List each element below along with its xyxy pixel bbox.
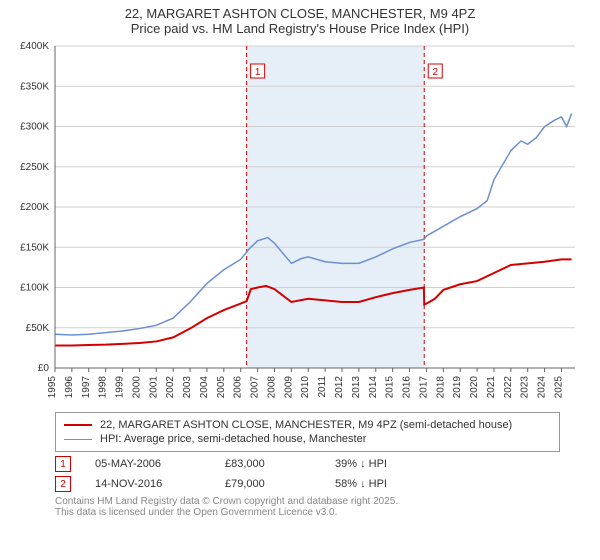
legend-label: 22, MARGARET ASHTON CLOSE, MANCHESTER, M… xyxy=(100,419,512,431)
svg-text:1996: 1996 xyxy=(64,376,75,399)
svg-text:2: 2 xyxy=(432,67,438,78)
svg-text:2007: 2007 xyxy=(250,376,261,399)
svg-text:£200K: £200K xyxy=(20,202,49,213)
title-address: 22, MARGARET ASHTON CLOSE, MANCHESTER, M… xyxy=(10,6,590,21)
svg-text:£100K: £100K xyxy=(20,283,49,294)
legend-swatch xyxy=(64,424,92,426)
transaction-row: 2 14-NOV-2016£79,00058% ↓ HPI xyxy=(55,476,560,492)
svg-text:£0: £0 xyxy=(38,363,50,374)
transaction-date: 05-MAY-2006 xyxy=(95,458,225,470)
svg-text:2003: 2003 xyxy=(182,376,193,399)
svg-text:2011: 2011 xyxy=(317,376,328,398)
line-chart: £0 £50K £100K £150K £200K £250K £300K £350K £400… xyxy=(0,38,600,408)
svg-text:2023: 2023 xyxy=(520,376,531,399)
svg-text:1999: 1999 xyxy=(115,376,126,399)
svg-text:£150K: £150K xyxy=(20,242,49,253)
legend-swatch xyxy=(64,439,92,440)
legend-item: 22, MARGARET ASHTON CLOSE, MANCHESTER, M… xyxy=(64,419,551,431)
svg-text:2010: 2010 xyxy=(300,376,311,399)
svg-text:2004: 2004 xyxy=(199,376,210,399)
transaction-date: 14-NOV-2016 xyxy=(95,478,225,490)
chart-container: 22, MARGARET ASHTON CLOSE, MANCHESTER, M… xyxy=(0,0,600,518)
svg-text:2021: 2021 xyxy=(486,376,497,399)
svg-text:2002: 2002 xyxy=(165,376,176,399)
transaction-marker: 1 xyxy=(55,456,71,472)
svg-text:2005: 2005 xyxy=(216,376,227,399)
svg-text:£250K: £250K xyxy=(20,162,49,173)
svg-text:2001: 2001 xyxy=(148,376,159,399)
legend-item: HPI: Average price, semi-detached house,… xyxy=(64,433,551,445)
title-block: 22, MARGARET ASHTON CLOSE, MANCHESTER, M… xyxy=(0,0,600,38)
svg-text:2008: 2008 xyxy=(266,376,277,399)
svg-text:£350K: £350K xyxy=(20,81,49,92)
attribution-line2: This data is licensed under the Open Gov… xyxy=(55,507,560,518)
svg-text:£50K: £50K xyxy=(26,323,50,334)
svg-text:2012: 2012 xyxy=(334,376,345,399)
attribution-line1: Contains HM Land Registry data © Crown c… xyxy=(55,496,560,507)
svg-text:2009: 2009 xyxy=(283,376,294,399)
svg-text:£400K: £400K xyxy=(20,41,49,52)
svg-text:2006: 2006 xyxy=(233,376,244,399)
svg-text:2019: 2019 xyxy=(452,376,463,399)
svg-text:2015: 2015 xyxy=(385,376,396,399)
transactions-table: 1 05-MAY-2006£83,00039% ↓ HPI 2 14-NOV-2016… xyxy=(55,456,560,492)
svg-text:1998: 1998 xyxy=(98,376,109,399)
svg-text:1: 1 xyxy=(255,67,261,78)
title-subtitle: Price paid vs. HM Land Registry's House … xyxy=(10,21,590,36)
attribution: Contains HM Land Registry data © Crown c… xyxy=(55,496,560,518)
svg-text:1995: 1995 xyxy=(47,376,58,399)
svg-text:2000: 2000 xyxy=(131,376,142,399)
svg-text:2025: 2025 xyxy=(553,376,564,399)
legend: 22, MARGARET ASHTON CLOSE, MANCHESTER, M… xyxy=(55,412,560,452)
transaction-price: £79,000 xyxy=(225,478,335,490)
svg-text:2016: 2016 xyxy=(402,376,413,399)
legend-label: HPI: Average price, semi-detached house,… xyxy=(100,433,366,445)
transaction-delta: 58% ↓ HPI xyxy=(335,478,455,490)
svg-text:£300K: £300K xyxy=(20,122,49,133)
svg-text:1997: 1997 xyxy=(81,376,92,399)
svg-text:2014: 2014 xyxy=(368,376,379,399)
svg-text:2018: 2018 xyxy=(435,376,446,399)
transaction-row: 1 05-MAY-2006£83,00039% ↓ HPI xyxy=(55,456,560,472)
svg-text:2013: 2013 xyxy=(351,376,362,399)
svg-text:2022: 2022 xyxy=(503,376,514,399)
transaction-price: £83,000 xyxy=(225,458,335,470)
transaction-marker: 2 xyxy=(55,476,71,492)
svg-text:2020: 2020 xyxy=(469,376,480,399)
svg-text:2017: 2017 xyxy=(418,376,429,399)
transaction-delta: 39% ↓ HPI xyxy=(335,458,455,470)
svg-text:2024: 2024 xyxy=(537,376,548,399)
